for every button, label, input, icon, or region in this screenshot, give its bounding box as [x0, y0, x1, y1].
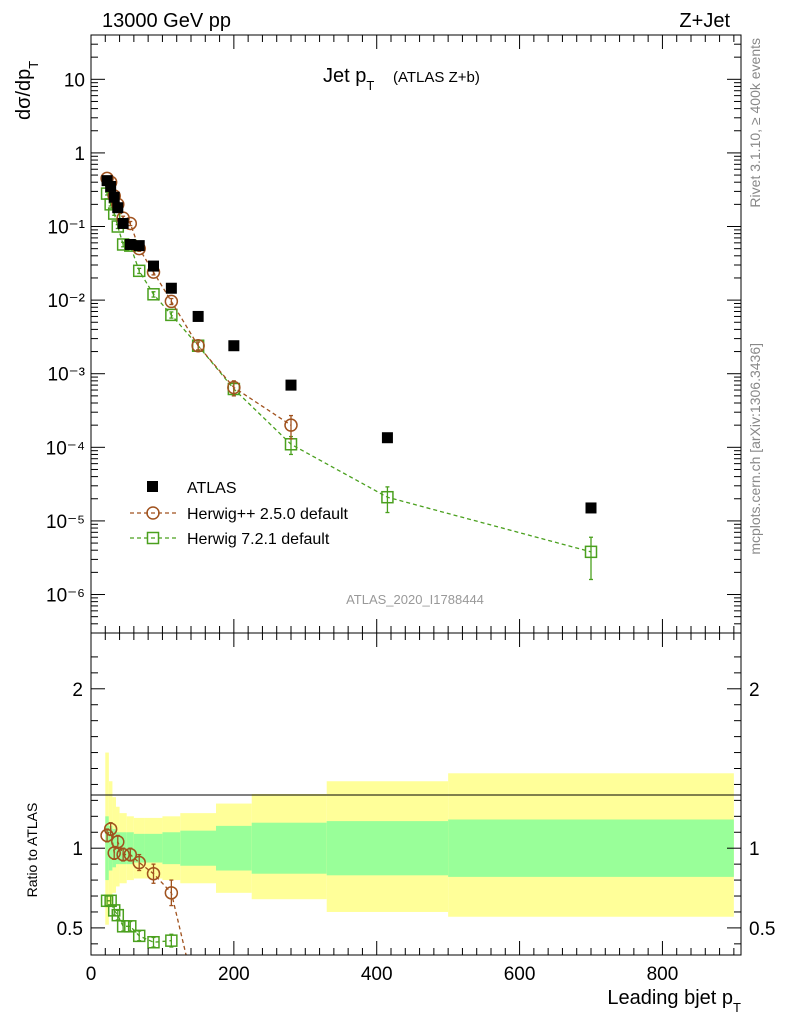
data-point-atlas	[381, 432, 393, 444]
data-point-atlas	[585, 502, 597, 514]
data-point-herwig7	[132, 929, 146, 943]
ratio-ylabel: Ratio to ATLAS	[24, 803, 40, 898]
data-point-atlas	[133, 240, 145, 252]
main-panel: 10 1 10⁻¹ 10⁻² 10⁻³ 10⁻⁴ 10⁻⁵ 10⁻⁶ Jet pT (ATLA…	[13, 34, 742, 634]
main-ytick-label: 10⁻⁴	[46, 438, 85, 459]
plot-title-extra: (ATLAS Z+b)	[393, 69, 480, 86]
ratio-ytick-label: 0.5	[57, 919, 83, 940]
series-line-square	[106, 193, 592, 553]
xtick-label: 800	[647, 964, 679, 985]
analysis-tag: ATLAS_2020_I1788444	[346, 592, 484, 607]
energy-label: 13000 GeV pp	[102, 10, 231, 32]
data-point-atlas	[165, 282, 177, 294]
legend-marker-atlas	[147, 481, 158, 492]
uncertainty-band-inner	[133, 833, 145, 863]
uncertainty-band-inner	[144, 833, 163, 863]
data-point-atlas	[285, 379, 297, 391]
main-ytick-label: 10⁻¹	[48, 218, 86, 239]
xtick-label: 400	[361, 964, 393, 985]
data-point-herwig7	[165, 308, 178, 322]
data-point-herwigpp	[123, 847, 138, 862]
data-point-herwigpp	[185, 970, 197, 982]
data-point-herwig7	[132, 264, 146, 278]
legend-label-atlas: ATLAS	[187, 480, 237, 497]
data-point-atlas	[124, 238, 136, 250]
xtick-label: 200	[218, 964, 250, 985]
series-line-circle	[106, 177, 292, 426]
rivet-label: Rivet 3.1.10, ≥ 400k events	[747, 38, 763, 208]
legend-label-herwigpp: Herwig++ 2.5.0 default	[187, 506, 349, 523]
data-point-atlas	[148, 260, 159, 272]
uncertainty-band-inner	[162, 832, 181, 865]
mcplots-label: mcplots.cern.ch [arXiv:1306.3436]	[747, 343, 763, 555]
uncertainty-band-inner	[105, 816, 109, 881]
main-ylabel: dσ/dpT	[13, 61, 41, 120]
main-ytick-label: 10⁻³	[48, 365, 86, 386]
x-axis-label: Leading bjet pT	[607, 987, 741, 1015]
process-label: Z+Jet	[679, 10, 730, 32]
legend-marker-herwig7	[146, 531, 160, 545]
ratio-ytick-label-right: 1	[749, 839, 760, 860]
ratio-ytick-label: 2	[72, 680, 83, 701]
data-point-herwig7	[165, 934, 178, 947]
legend-label-herwig7: Herwig 7.2.1 default	[187, 531, 330, 548]
data-point-herwigpp	[111, 835, 125, 849]
ratio-ytick-label-right: 2	[749, 680, 760, 701]
data-point-atlas	[228, 340, 240, 352]
data-point-atlas	[101, 175, 113, 187]
ratio-panel: 0.5 0.51 12 2 0 200 400 600 800 Ratio to ATLAS …	[24, 632, 775, 1015]
uncertainty-band-inner	[448, 819, 734, 877]
data-point-atlas	[105, 180, 117, 192]
uncertainty-band-inner	[216, 825, 252, 871]
data-point-herwig7	[116, 920, 130, 933]
legend-marker-herwigpp	[146, 506, 160, 520]
uncertainty-band-inner	[251, 822, 327, 874]
data-point-herwigpp	[164, 886, 179, 900]
ratio-ytick-label: 1	[72, 839, 83, 860]
main-ytick-label: 10	[64, 70, 85, 91]
ratio-ytick-label-right: 0.5	[749, 919, 775, 940]
data-point-herwigpp	[100, 828, 114, 843]
data-point-atlas	[117, 217, 129, 229]
main-ytick-label: 10⁻⁶	[46, 586, 85, 607]
data-point-herwigpp	[284, 418, 298, 432]
plot-title: Jet pT	[323, 65, 374, 93]
main-ytick-label: 1	[74, 144, 85, 165]
data-point-herwigpp	[164, 294, 179, 309]
data-point-herwigpp	[227, 380, 241, 395]
data-point-herwig7	[147, 935, 160, 949]
xtick-label: 0	[86, 964, 97, 985]
xtick-label: 600	[504, 964, 536, 985]
data-point-herwigpp	[191, 338, 205, 353]
main-ytick-label: 10⁻²	[48, 291, 86, 312]
uncertainty-band-inner	[326, 821, 449, 876]
main-ytick-label: 10⁻⁵	[46, 512, 85, 533]
legend: ATLAS Herwig++ 2.5.0 default Herwig 7.2.…	[130, 480, 349, 548]
ratio-frame	[90, 632, 742, 956]
data-point-atlas	[192, 310, 204, 322]
uncertainty-band-inner	[180, 830, 216, 866]
data-point-atlas	[108, 191, 120, 203]
series-line-circle	[106, 827, 187, 955]
data-point-herwig7	[104, 894, 117, 908]
data-point-herwig7	[147, 288, 160, 301]
data-point-herwigpp	[103, 822, 118, 836]
data-point-atlas	[112, 202, 124, 214]
data-point-herwigpp	[116, 847, 130, 862]
data-point-herwig7	[584, 545, 598, 559]
data-point-herwigpp	[146, 866, 161, 881]
data-point-herwig7	[381, 490, 394, 504]
data-point-herwigpp	[132, 855, 146, 870]
data-point-herwig7	[124, 920, 137, 933]
